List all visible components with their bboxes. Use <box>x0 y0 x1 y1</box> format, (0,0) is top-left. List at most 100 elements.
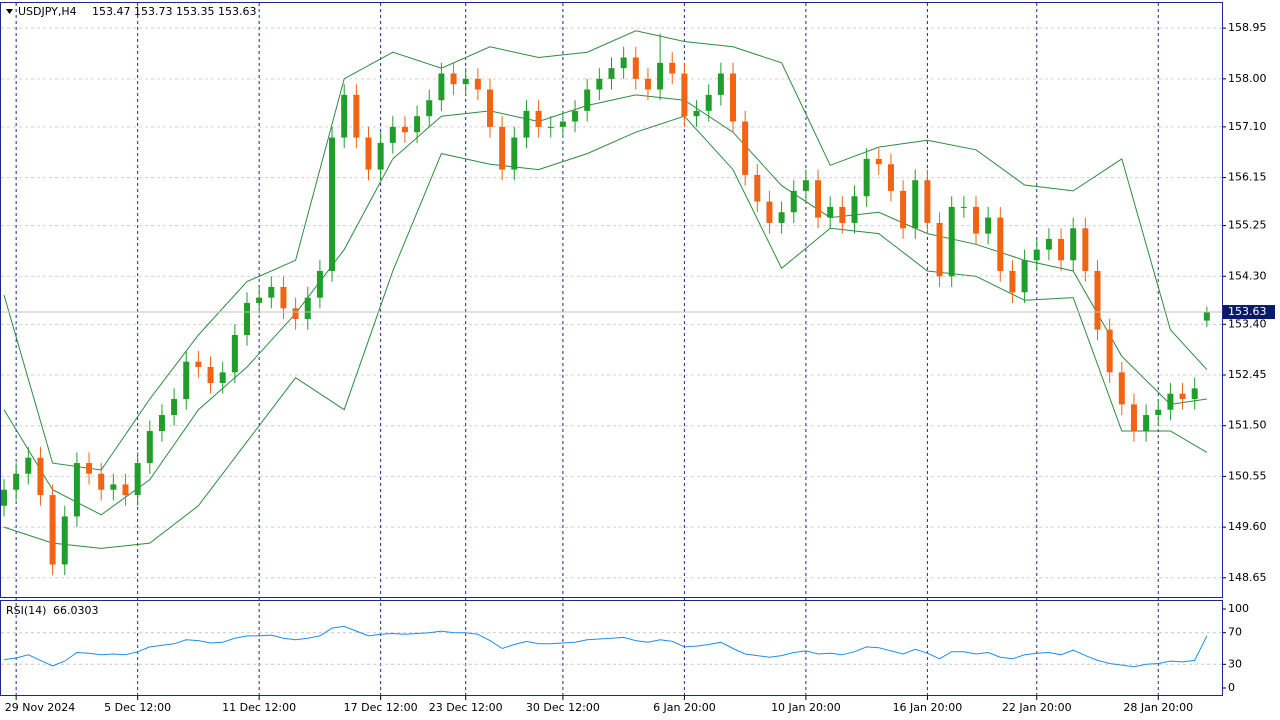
candle-body <box>912 180 919 229</box>
candle-body <box>511 137 518 170</box>
candle-body <box>353 94 360 138</box>
candle-body <box>620 57 627 69</box>
rsi-line <box>3 625 1208 668</box>
rsi-title: RSI(14) <box>6 604 46 617</box>
candle-body <box>365 137 372 170</box>
candle-body <box>462 78 469 85</box>
candle-body <box>1 489 7 506</box>
candle-body <box>875 158 882 165</box>
candle-body <box>730 73 736 122</box>
candle-body <box>960 206 967 208</box>
candle-body <box>195 361 202 368</box>
candle-body <box>487 89 493 127</box>
x-tick-label: 22 Jan 20:00 <box>1002 701 1072 714</box>
candle-body <box>572 110 579 122</box>
candle-body <box>1033 249 1040 261</box>
candle-body <box>73 463 80 517</box>
candle-body <box>1167 393 1174 410</box>
y-tick-label: 30 <box>1228 657 1242 670</box>
candle-body <box>389 126 396 143</box>
candle-body <box>1009 270 1016 293</box>
candle-body <box>1070 228 1077 261</box>
candle-body <box>329 137 336 271</box>
candle-body <box>122 484 129 496</box>
bollinger-band <box>3 30 1208 471</box>
candle-body <box>790 190 797 213</box>
last-low: 153.35 <box>176 5 215 18</box>
candle-body <box>547 126 554 128</box>
candle-body <box>839 206 846 223</box>
y-tick-label: 0 <box>1228 681 1235 694</box>
x-tick-label: 11 Dec 12:00 <box>222 701 296 714</box>
candle-body <box>292 308 299 319</box>
candle-body <box>426 100 433 117</box>
candle-body <box>997 217 1004 271</box>
candle-body <box>244 302 250 335</box>
candle-body <box>268 286 275 298</box>
candle-body <box>110 484 117 490</box>
y-tick-label: 158.00 <box>1228 72 1267 85</box>
y-tick-label: 70 <box>1228 626 1242 639</box>
candle-body <box>1179 393 1186 400</box>
candle-body <box>887 164 894 191</box>
candle-body <box>134 463 141 496</box>
candle-body <box>377 142 384 170</box>
x-tick-label: 6 Jan 20:00 <box>653 701 716 714</box>
last-price-box <box>1223 305 1275 320</box>
candle-body <box>219 372 226 384</box>
candle-body <box>1130 404 1137 432</box>
candle-body <box>1203 312 1210 321</box>
candle-body <box>37 457 44 496</box>
candle-body <box>900 190 907 229</box>
candle-body <box>669 62 676 74</box>
x-tick-label: 5 Dec 12:00 <box>104 701 171 714</box>
candle-body <box>414 116 421 133</box>
last-open: 153.47 <box>92 5 131 18</box>
candle-body <box>183 361 190 400</box>
candle-body <box>693 110 700 117</box>
y-tick-label: 149.60 <box>1228 520 1267 533</box>
x-tick-label: 30 Dec 12:00 <box>526 701 600 714</box>
candle-body <box>802 180 809 191</box>
candle-body <box>146 431 153 464</box>
candle-body <box>341 94 348 138</box>
candle-body <box>717 73 724 95</box>
candle-body <box>851 196 858 223</box>
candle-body <box>256 297 263 303</box>
candle-body <box>158 415 165 432</box>
y-tick-label: 154.30 <box>1228 269 1267 282</box>
candle-body <box>1021 260 1028 293</box>
candle-body <box>754 174 761 202</box>
y-tick-label: 150.55 <box>1228 469 1267 482</box>
bollinger-band <box>3 94 1207 516</box>
candle-body <box>948 206 955 277</box>
candle-body <box>584 89 591 111</box>
candle-body <box>644 78 651 90</box>
rsi-last-value: 66.0303 <box>53 604 99 617</box>
candle-body <box>924 180 931 223</box>
candle-body <box>1045 238 1052 250</box>
candle-body <box>985 217 992 234</box>
x-tick-label: 16 Jan 20:00 <box>893 701 963 714</box>
candle-body <box>13 473 20 490</box>
candle-body <box>523 110 530 138</box>
candle-body <box>1094 270 1101 330</box>
candle-body <box>25 457 32 474</box>
last-price-label: 153.63 <box>1228 305 1267 318</box>
menu-arrow[interactable] <box>6 9 13 14</box>
candle-body <box>49 495 56 565</box>
candle-body <box>207 367 214 384</box>
candle-body <box>280 286 287 309</box>
candle-body <box>705 94 712 111</box>
symbol-title: USDJPY,H4 <box>18 5 77 18</box>
y-tick-label: 156.15 <box>1228 171 1267 184</box>
candle-body <box>499 126 506 170</box>
candle-body <box>98 473 105 490</box>
candle-body <box>766 201 773 223</box>
candle-body <box>1155 409 1162 416</box>
candle-body <box>61 516 68 565</box>
candle-body <box>438 73 445 101</box>
candle-body <box>535 110 542 127</box>
